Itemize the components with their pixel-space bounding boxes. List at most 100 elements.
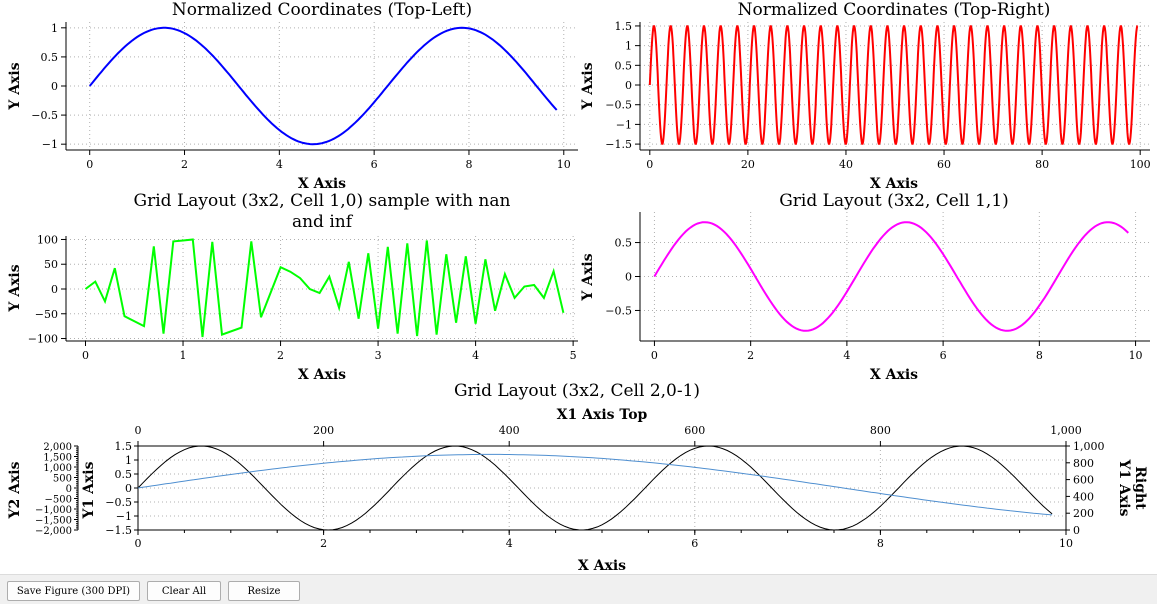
y-tick-label: 0 [51,80,58,93]
y-tick-label: −0.5 [605,99,632,112]
x-tick-label: 4 [472,349,479,362]
series-line-black [137,445,1053,531]
y2-tick-label: 2,000 [43,442,72,453]
x-tick-label: 0 [82,349,89,362]
x-tick-label: 80 [1035,158,1049,171]
series-line-noisy [84,238,565,338]
y-tick-label: 0.5 [41,51,59,64]
x-tick-label: 40 [839,158,853,171]
y2-tick-label: 500 [53,474,72,485]
x-tick-label: 2 [181,158,188,171]
y-axis-label: Y Axis [7,62,23,110]
clear-all-button[interactable]: Clear All [147,581,221,601]
x-top-tick-label: 0 [135,424,142,437]
series-line-magenta-sine [653,221,1129,332]
y1-tick-label: 0.5 [115,468,133,481]
x-tick-label: 100 [1130,158,1151,171]
y-right-tick-label: 400 [1073,490,1094,503]
y2-tick-label: −2,000 [35,526,72,537]
x-tick-label: 60 [937,158,951,171]
y-tick-label: −1 [616,118,632,131]
x-tick-label: 8 [1036,349,1043,362]
resize-label: Resize [247,585,281,597]
y-tick-label: −0.5 [605,304,632,317]
y1-tick-label: −0.5 [105,496,132,509]
x-tick-label: 6 [371,158,378,171]
figure-svg: Normalized Coordinates (Top-Left) 0 2 4 6 8 1… [7,0,1151,574]
x-tick-label: 4 [843,349,850,362]
y-tick-label: −1 [42,138,58,151]
x-axis-label: X Axis [298,176,346,192]
grid-lines [640,212,1150,341]
series-line-blue [137,453,1053,516]
y-tick-label: 100 [37,233,58,246]
save-figure-button[interactable]: Save Figure (300 DPI) [7,581,140,601]
y1-tick-label: 0 [125,482,132,495]
x-top-tick-label: 800 [870,424,891,437]
x1-top-axis-label: X1 Axis Top [557,407,648,423]
resize-button[interactable]: Resize [228,581,300,601]
x-tick-label: 3 [375,349,382,362]
y2-tick-label: −1,500 [35,516,72,527]
x-axis-label: X Axis [298,367,346,383]
x-tick-label: 0 [646,158,653,171]
y-tick-label: 1 [51,22,58,35]
axis-ticks: 0 2 4 6 8 100 200 400 600 800 1,0001.510.50−0.5−1−… [35,424,1105,550]
figure-canvas: Normalized Coordinates (Top-Left) 0 2 4 6 8 1… [7,0,1151,574]
y2-tick-label: −1,000 [35,505,72,516]
plot-middle-left: Grid Layout (3x2, Cell 1,0) sample with … [7,191,578,383]
y-tick-label: −50 [35,308,58,321]
y-tick-label: −0.5 [31,109,58,122]
axis-ticks: 0 1 2 3 4 5 100 50 0 −50 −100 [28,233,577,362]
x-tick-label: 5 [570,349,577,362]
clear-all-label: Clear All [161,585,207,597]
plot-title-line1: Grid Layout (3x2, Cell 1,0) sample with … [134,191,511,211]
x-tick-label: 1 [180,349,187,362]
x-tick-label: 10 [1059,537,1073,550]
x-tick-label: 10 [1129,349,1143,362]
y-tick-label: 0.5 [615,237,633,250]
y-tick-label: 0 [625,271,632,284]
plot-title: Grid Layout (3x2, Cell 2,0-1) [454,381,700,401]
x-top-tick-label: 600 [684,424,705,437]
y-tick-label: 1 [625,40,632,53]
plot-title: Grid Layout (3x2, Cell 1,1) [779,191,1009,211]
y-axis-label: Y Axis [580,62,596,110]
y-axis-label: Y Axis [7,264,23,312]
y1-right-axis-label-line1: Y1 Axis [1116,458,1132,516]
x-tick-label: 0 [86,158,93,171]
plot-top-left: Normalized Coordinates (Top-Left) 0 2 4 6 8 1… [7,0,578,192]
y-tick-label: 0 [625,79,632,92]
y-tick-label: 1.5 [615,20,633,33]
bottom-toolbar: Save Figure (300 DPI) Clear All Resize [0,574,1157,604]
axis-ticks: 0 20 40 60 80 100 1.5 1 0.5 0 −0.5 −1 −1.5 [605,20,1150,171]
x-axis-label: X Axis [870,367,918,383]
y2-tick-label: 1,500 [43,453,72,464]
save-figure-label: Save Figure (300 DPI) [16,585,131,597]
series-line-sine [88,26,558,146]
axis-ticks: 0 2 4 6 8 10 1 0.5 0 −0.5 −1 [31,22,570,171]
x-tick-label: 2 [320,537,327,550]
axis-ticks: 0 2 4 6 8 10 0.5 0 −0.5 [605,237,1142,362]
y1-tick-label: 1 [125,454,132,467]
y2-tick-label: 1,000 [43,463,72,474]
x-tick-label: 8 [465,158,472,171]
x-top-tick-label: 200 [313,424,334,437]
x-tick-label: 2 [277,349,284,362]
y2-tick-label: −500 [45,495,72,506]
y-tick-label: 0.5 [615,59,633,72]
series-line-fast-sine [648,25,1139,145]
plot-title-line2: and inf [292,212,354,232]
x-tick-label: 0 [651,349,658,362]
y-tick-label: 0 [51,283,58,296]
plot-middle-right: Grid Layout (3x2, Cell 1,1) 0 2 4 6 8 10 0.5 0 −… [580,191,1150,383]
plot-title: Normalized Coordinates (Top-Right) [738,0,1051,20]
plot-bottom-wide: Grid Layout (3x2, Cell 2,0-1) X1 Axis To… [7,381,1148,574]
x-tick-label: 0 [135,537,142,550]
y-tick-label: −100 [28,333,58,346]
y1-tick-label: −1 [116,510,132,523]
y1-tick-label: −1.5 [105,524,132,537]
x-tick-label: 10 [557,158,571,171]
y1-axis-label: Y1 Axis [81,461,97,519]
x-tick-label: 6 [940,349,947,362]
